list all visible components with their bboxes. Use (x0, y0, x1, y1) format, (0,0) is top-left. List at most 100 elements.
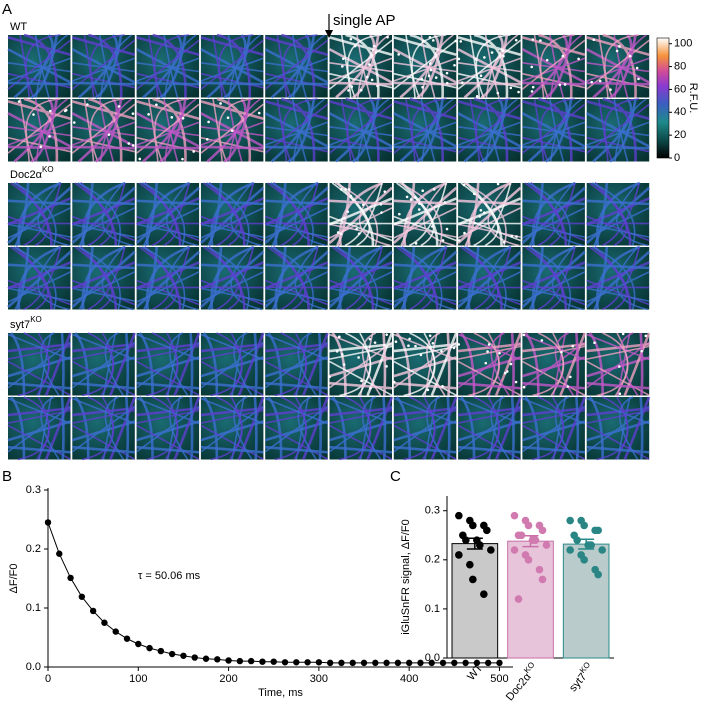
process (522, 98, 585, 163)
process (72, 246, 135, 311)
hotspot (368, 337, 372, 341)
data-point (394, 659, 402, 667)
hotspot (349, 194, 353, 198)
hotspot (408, 337, 411, 341)
panel-letter: B (2, 468, 12, 485)
image-tile (264, 33, 329, 99)
hotspot (359, 88, 363, 92)
hotspot (457, 57, 461, 61)
hotspot (376, 84, 379, 88)
process (522, 98, 586, 162)
process (522, 182, 585, 247)
process (264, 34, 328, 98)
process (393, 98, 457, 163)
image-tile (200, 33, 265, 99)
y-tick-label: 0.0 (26, 661, 41, 673)
process (265, 182, 328, 247)
process (264, 33, 329, 98)
process (72, 98, 136, 162)
hotspot (414, 242, 418, 245)
image-tile (457, 332, 522, 397)
process (265, 98, 328, 163)
image-tile (328, 33, 393, 99)
process (200, 182, 264, 247)
hotspot (558, 83, 562, 87)
process (72, 182, 135, 247)
process (522, 246, 585, 311)
process (458, 182, 521, 247)
process (521, 34, 586, 99)
hotspot (487, 343, 491, 346)
data-point (473, 659, 481, 667)
process (522, 97, 586, 162)
process (200, 332, 264, 396)
process (393, 332, 457, 396)
hotspot (561, 54, 565, 58)
image-tile (136, 396, 201, 461)
hotspot (360, 379, 363, 383)
process (586, 33, 650, 98)
process (457, 332, 521, 396)
x-tick-label: syt7KO (565, 660, 597, 694)
image-tile (521, 332, 587, 397)
process (265, 246, 328, 311)
image-tile (71, 332, 136, 397)
hotspot (170, 116, 174, 119)
hotspot (640, 349, 643, 353)
data-point (451, 659, 458, 667)
hotspot (496, 182, 500, 186)
category-name: WT (465, 662, 485, 683)
hotspot (226, 116, 230, 120)
process (136, 182, 200, 247)
process (328, 34, 393, 99)
hotspot (483, 56, 486, 59)
process (200, 182, 264, 247)
process (457, 396, 521, 460)
hotspot (344, 188, 347, 191)
hotspot (621, 332, 625, 336)
image-tile (585, 245, 651, 311)
image-tile (200, 181, 265, 247)
hotspot (219, 102, 222, 105)
hotspot (445, 227, 449, 231)
process (265, 396, 328, 460)
process (136, 98, 200, 162)
hotspot (510, 234, 514, 238)
arrow-head (325, 30, 333, 38)
data-point (191, 654, 198, 661)
hotspot (441, 384, 444, 388)
colorbar (656, 37, 670, 159)
hotspot (419, 353, 423, 357)
group-superscript: KO (30, 315, 42, 324)
hotspot (445, 81, 449, 85)
process (329, 98, 393, 162)
process (7, 396, 71, 460)
process (393, 97, 457, 162)
image-tile (71, 97, 136, 163)
image-tile (7, 245, 72, 311)
hotspot (39, 145, 43, 149)
process (393, 33, 457, 98)
process (393, 396, 457, 460)
y-tick-label: 0.2 (26, 543, 41, 555)
hotspot (441, 239, 445, 242)
data-point (580, 556, 588, 564)
hotspot (571, 344, 575, 348)
data-point (524, 521, 533, 530)
image-tile (393, 33, 458, 99)
data-point (535, 565, 544, 574)
hotspot (341, 353, 344, 356)
hotspot (383, 343, 386, 347)
hotspot (380, 211, 383, 214)
image-tile (200, 245, 265, 311)
data-point (281, 659, 289, 666)
process (200, 34, 265, 99)
hotspot (618, 392, 622, 395)
image-tile (71, 245, 136, 311)
data-point (123, 635, 131, 642)
hotspot (457, 343, 461, 346)
image-tile (521, 33, 586, 99)
data-point (462, 659, 469, 667)
process (136, 98, 200, 162)
